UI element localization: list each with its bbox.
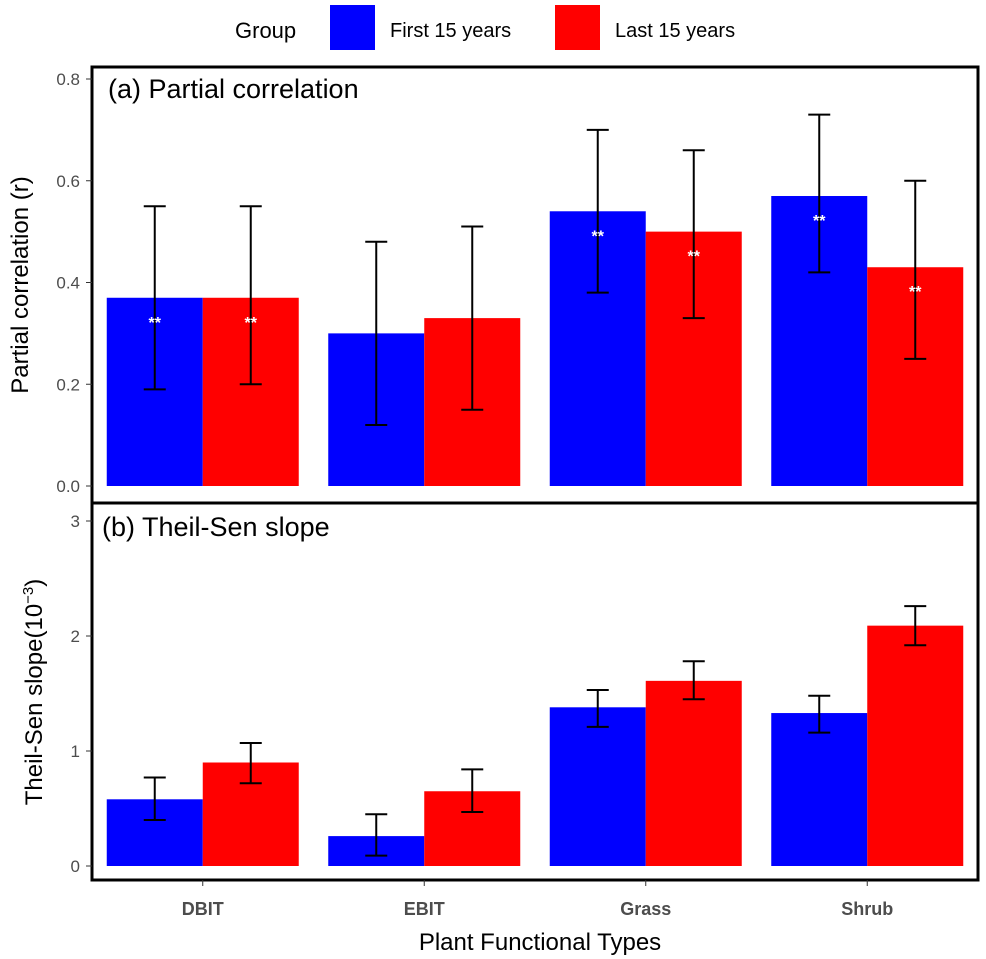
error-bar [239,205,262,386]
significance-label: ** [245,315,258,332]
error-bar [904,605,927,647]
x-tick-label: DBIT [182,899,224,919]
bars [106,196,964,486]
error-bar [808,694,831,734]
error-bar [143,776,166,821]
y-tick-label: 0.4 [56,274,80,293]
error-bars [143,605,927,857]
error-bar [682,149,705,320]
bar-shrub-first [771,713,868,866]
y-tick-label: 0 [71,857,80,876]
panel-border [90,501,980,882]
x-axis: DBIT EBIT Grass Shrub [182,880,893,919]
y-tick-label: 1 [71,742,80,761]
y-tick-label: 0.2 [56,375,80,394]
significance-labels: ** ** ** ** ** ** [149,213,923,332]
x-tick-label: Shrub [841,899,893,919]
y-tick-label: 2 [71,627,80,646]
significance-label: ** [688,249,701,266]
legend-swatch-last [555,5,600,50]
y-ticks: 0.0 0.2 0.4 0.6 0.8 [56,70,92,496]
significance-label: ** [909,284,922,301]
significance-label: ** [149,315,162,332]
legend-swatch-first [330,5,375,50]
bar-grass-last [645,680,742,866]
error-bar [586,689,609,728]
significance-label: ** [592,228,605,245]
error-bar [808,113,831,274]
error-bar [461,768,484,813]
y-tick-label: 0.8 [56,70,80,89]
error-bar [682,660,705,701]
y-axis-title-exponent: −3 [20,587,37,604]
y-ticks: 0 1 2 3 [71,512,92,876]
x-tick-label: Grass [620,899,671,919]
x-axis-title: Plant Functional Types [419,929,661,956]
legend-label-last: Last 15 years [615,20,735,42]
legend: Group First 15 years Last 15 years [235,5,735,50]
error-bar [239,741,262,785]
panel-title: (a) Partial correlation [108,74,359,104]
error-bar [586,128,609,294]
error-bar [365,240,388,426]
y-tick-label: 0.0 [56,477,80,496]
panel-title: (b) Theil-Sen slope [102,512,330,542]
error-bar [365,813,388,857]
legend-title: Group [235,18,296,43]
error-bar [904,179,927,360]
error-bar [461,225,484,411]
y-axis-title-main: Theil-Sen slope(10 [21,604,48,805]
y-axis-title-close: ) [21,579,48,587]
y-axis-title: Partial correlation (r) [7,176,34,393]
y-axis-title: Theil-Sen slope(10−3) [20,579,48,806]
error-bars [143,113,927,426]
panel-theil-sen-slope: (b) Theil-Sen slope Theil-Sen slope(10−3… [20,501,980,882]
panel-partial-correlation: (a) Partial correlation Partial correlat… [7,65,980,505]
bar-grass-first [549,707,646,866]
legend-label-first: First 15 years [390,20,511,42]
x-tick-label: EBIT [404,899,445,919]
error-bar [143,205,166,391]
bars [106,625,964,866]
significance-label: ** [813,213,826,230]
bar-shrub-last [867,625,964,866]
y-tick-label: 0.6 [56,172,80,191]
y-tick-label: 3 [71,512,80,531]
